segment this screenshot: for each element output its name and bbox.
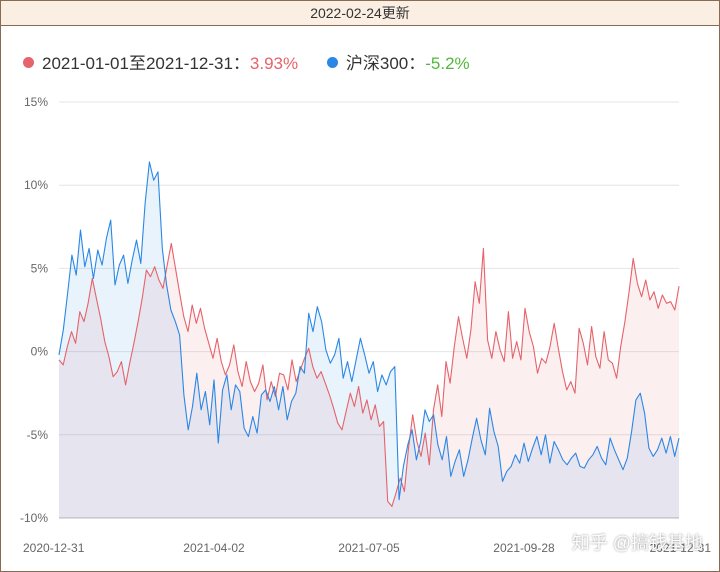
update-date-header: 2022-02-24更新 — [1, 1, 719, 26]
legend-label: 沪深300： — [345, 54, 426, 73]
legend-dot-icon — [23, 57, 34, 68]
watermark-text: 知乎 @搞钱基地 — [571, 533, 703, 553]
y-tick-label: 15% — [24, 95, 48, 109]
y-tick-label: -10% — [20, 511, 48, 525]
x-tick-label: 2021-12-31 — [650, 541, 712, 555]
legend: 2021-01-01至2021-12-31：3.93% 沪深300：-5.2% — [23, 49, 494, 74]
legend-value: 3.93% — [249, 54, 299, 73]
y-tick-label: -5% — [27, 428, 49, 442]
y-tick-label: 0% — [31, 345, 49, 359]
x-tick-label: 2021-04-02 — [183, 541, 245, 555]
legend-label: 2021-01-01至2021-12-31： — [42, 54, 250, 73]
series-area — [59, 161, 679, 518]
y-tick-label: 5% — [31, 261, 49, 275]
x-tick-label: 2021-09-28 — [493, 541, 555, 555]
series-area — [59, 243, 679, 518]
y-tick-label: 10% — [24, 178, 48, 192]
legend-item-hs300[interactable]: 沪深300：-5.2% — [326, 49, 470, 74]
series-line-hs300 — [58, 161, 680, 501]
x-tick-label: 2021-07-05 — [338, 541, 400, 555]
legend-dot-icon — [326, 57, 338, 68]
legend-value: -5.2% — [425, 54, 470, 73]
legend-item-fund[interactable]: 2021-01-01至2021-12-31：3.93% — [23, 49, 298, 74]
x-tick-label: 2020-12-31 — [23, 541, 85, 555]
series-line-fund — [58, 242, 680, 507]
